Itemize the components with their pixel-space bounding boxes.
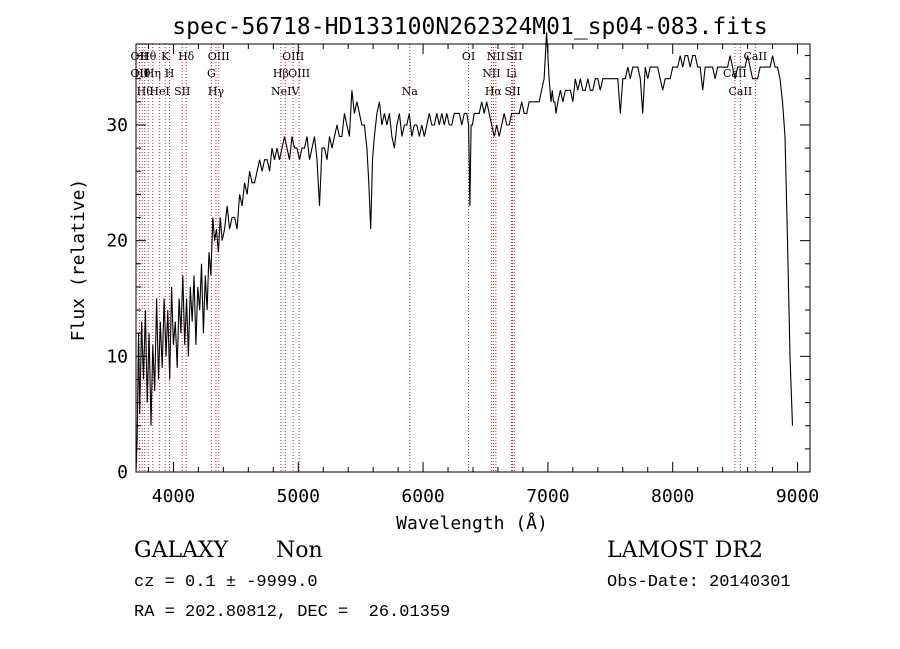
line-marker-label: Hθ: [134, 67, 151, 80]
y-tick-label: 20: [106, 231, 128, 252]
x-tick-label: 4000: [152, 486, 195, 507]
x-tick-label: 5000: [277, 486, 320, 507]
obs-date: Obs-Date: 20140301: [607, 573, 791, 592]
spectrum-chart: spec-56718-HD133100N262324M01_sp04-083.f…: [68, 14, 819, 534]
line-marker-label: CaII: [729, 85, 753, 98]
line-marker-label: Hθ: [137, 85, 154, 98]
line-marker-label: SII: [174, 85, 190, 98]
y-axis-label: Flux (relative): [68, 179, 89, 342]
line-marker-label: Li: [506, 67, 517, 80]
line-marker-label: CaII: [723, 67, 747, 80]
x-axis-label: Wavelength (Å): [396, 512, 548, 534]
y-tick-label: 10: [106, 346, 128, 367]
line-marker-label: Hδ: [178, 50, 195, 63]
y-tick-label: 30: [106, 115, 128, 136]
line-marker-label: G: [207, 67, 216, 80]
object-subclass: Non: [276, 538, 323, 563]
line-marker-label: OIII: [282, 50, 304, 63]
line-marker-label: OIII: [208, 50, 230, 63]
line-marker-label: Hγ: [208, 85, 225, 98]
line-marker-label: Hθ: [140, 50, 157, 63]
line-marker-label: Na: [402, 85, 419, 98]
line-marker-label: H: [165, 67, 175, 80]
spectrum-line: [135, 32, 794, 473]
line-markers: [138, 44, 756, 472]
line-marker-label: Hα: [485, 85, 503, 98]
line-marker-label: OII: [131, 50, 149, 63]
line-marker-label: HeI: [149, 85, 169, 98]
line-marker-label: NII: [482, 67, 500, 80]
line-marker-label: CaII: [743, 50, 767, 63]
x-tick-label: 6000: [401, 486, 444, 507]
line-marker-label: OI: [462, 50, 475, 63]
x-tick-label: 9000: [776, 486, 819, 507]
line-marker-label: OII: [131, 67, 149, 80]
x-tick-label: 8000: [651, 486, 694, 507]
object-class: GALAXY: [134, 538, 229, 563]
line-marker-label: NeIV: [271, 85, 300, 98]
line-marker-label: OIII: [288, 67, 310, 80]
survey-name: LAMOST DR2: [607, 538, 763, 563]
line-marker-label: SII: [506, 50, 522, 63]
x-axis-ticks: 4000 5000 6000 7000 8000 9000: [147, 44, 819, 507]
line-marker-label: NII: [487, 50, 505, 63]
line-marker-label: K: [161, 50, 170, 63]
y-tick-label: 0: [117, 462, 128, 483]
y-axis-ticks: 0 10 20 30: [106, 55, 810, 483]
line-marker-labels: OIIOIIHθHθHθHηHeIKHSIIHδGHγOIIIHβNeIVOII…: [131, 50, 768, 98]
plot-frame: [135, 43, 811, 473]
line-marker-label: Hη: [145, 67, 161, 80]
chart-title: spec-56718-HD133100N262324M01_sp04-083.f…: [172, 14, 767, 40]
line-marker-label: Hβ: [273, 67, 289, 80]
ra-dec: RA = 202.80812, DEC = 26.01359: [134, 603, 451, 622]
cz-value: cz = 0.1 ± -9999.0: [134, 573, 318, 592]
x-tick-label: 7000: [526, 486, 569, 507]
line-marker-label: SII: [504, 85, 520, 98]
